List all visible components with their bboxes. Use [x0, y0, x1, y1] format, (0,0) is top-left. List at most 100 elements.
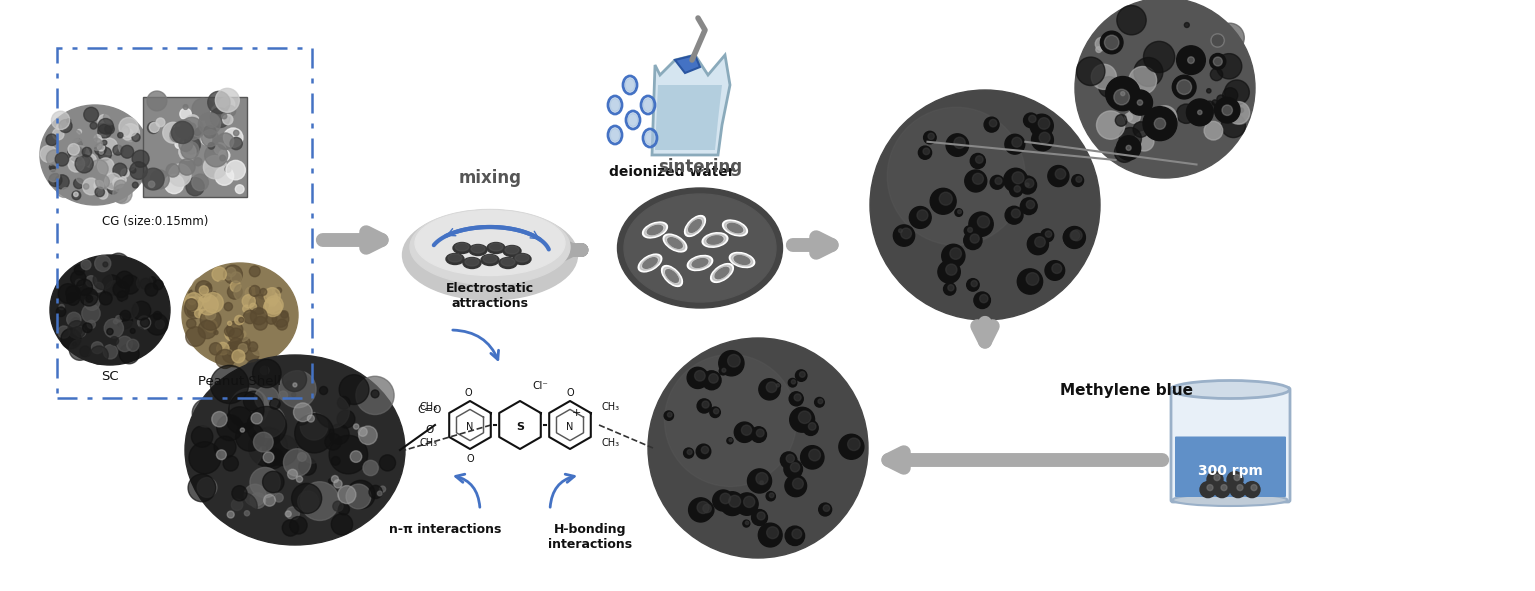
Circle shape: [253, 359, 281, 388]
Circle shape: [84, 296, 100, 310]
Text: mixing: mixing: [459, 169, 522, 187]
Polygon shape: [675, 55, 700, 73]
Circle shape: [368, 485, 382, 499]
Circle shape: [184, 293, 203, 311]
Circle shape: [1051, 264, 1062, 274]
Circle shape: [189, 290, 195, 297]
Ellipse shape: [665, 236, 685, 250]
Circle shape: [1096, 111, 1125, 139]
Circle shape: [230, 338, 249, 357]
Circle shape: [192, 278, 212, 297]
Circle shape: [80, 288, 98, 306]
Circle shape: [286, 511, 292, 517]
Circle shape: [298, 491, 319, 512]
Ellipse shape: [723, 220, 748, 236]
Circle shape: [243, 295, 255, 308]
Circle shape: [77, 129, 86, 138]
Circle shape: [204, 168, 213, 177]
Circle shape: [939, 192, 952, 205]
Circle shape: [132, 150, 149, 167]
Circle shape: [309, 505, 333, 530]
Circle shape: [969, 212, 993, 236]
Circle shape: [712, 490, 734, 511]
Text: Peanut Shell: Peanut Shell: [198, 375, 281, 388]
Circle shape: [709, 407, 720, 417]
Circle shape: [800, 372, 806, 377]
Circle shape: [347, 480, 375, 509]
Circle shape: [253, 316, 267, 330]
Circle shape: [250, 308, 267, 324]
Circle shape: [1213, 35, 1223, 46]
Circle shape: [227, 350, 232, 354]
Circle shape: [51, 166, 55, 171]
Circle shape: [1223, 100, 1240, 116]
Circle shape: [216, 133, 233, 150]
Ellipse shape: [712, 265, 732, 281]
Circle shape: [229, 328, 243, 342]
Text: CH₃: CH₃: [602, 402, 620, 412]
Circle shape: [91, 138, 103, 150]
Circle shape: [757, 512, 764, 520]
Text: Electrostatic
attractions: Electrostatic attractions: [447, 282, 534, 310]
Circle shape: [223, 456, 238, 471]
Circle shape: [227, 322, 232, 326]
Circle shape: [112, 184, 132, 203]
Circle shape: [1233, 107, 1249, 124]
Circle shape: [210, 103, 230, 123]
Circle shape: [83, 178, 100, 195]
Circle shape: [233, 326, 250, 342]
Circle shape: [784, 460, 803, 478]
Circle shape: [683, 448, 694, 458]
Circle shape: [795, 370, 807, 381]
Ellipse shape: [51, 255, 170, 365]
Circle shape: [1028, 115, 1036, 122]
Circle shape: [801, 446, 824, 469]
Ellipse shape: [725, 222, 746, 235]
Circle shape: [299, 457, 316, 475]
Ellipse shape: [503, 245, 520, 256]
Circle shape: [275, 493, 284, 502]
Circle shape: [249, 342, 258, 352]
Circle shape: [701, 371, 721, 390]
Circle shape: [1045, 231, 1051, 238]
Circle shape: [1134, 131, 1154, 151]
Circle shape: [316, 395, 350, 428]
Circle shape: [870, 90, 1101, 320]
Circle shape: [100, 134, 106, 141]
Circle shape: [784, 475, 806, 496]
Circle shape: [1214, 475, 1220, 480]
Ellipse shape: [1173, 494, 1288, 506]
Ellipse shape: [414, 210, 565, 275]
Circle shape: [946, 134, 969, 157]
Circle shape: [169, 164, 190, 186]
Circle shape: [117, 291, 127, 301]
Circle shape: [1096, 47, 1102, 53]
Circle shape: [1207, 89, 1211, 93]
Circle shape: [938, 261, 961, 283]
Circle shape: [1154, 118, 1165, 129]
Circle shape: [953, 137, 966, 148]
Circle shape: [103, 345, 118, 359]
Ellipse shape: [701, 233, 728, 247]
Ellipse shape: [484, 255, 497, 263]
Circle shape: [1226, 102, 1249, 124]
Circle shape: [55, 175, 69, 189]
Circle shape: [1134, 97, 1151, 114]
Circle shape: [1096, 37, 1108, 51]
Circle shape: [1177, 80, 1191, 95]
Circle shape: [178, 159, 195, 175]
Circle shape: [106, 164, 124, 182]
Circle shape: [80, 346, 91, 357]
Circle shape: [1226, 472, 1243, 488]
Ellipse shape: [689, 257, 711, 269]
Circle shape: [230, 437, 262, 469]
Ellipse shape: [454, 243, 470, 251]
Circle shape: [98, 144, 104, 151]
Circle shape: [1125, 113, 1133, 121]
Circle shape: [929, 133, 935, 139]
Circle shape: [1039, 132, 1050, 143]
Circle shape: [973, 173, 984, 184]
Circle shape: [127, 163, 135, 170]
Ellipse shape: [708, 236, 723, 244]
Circle shape: [183, 105, 187, 109]
